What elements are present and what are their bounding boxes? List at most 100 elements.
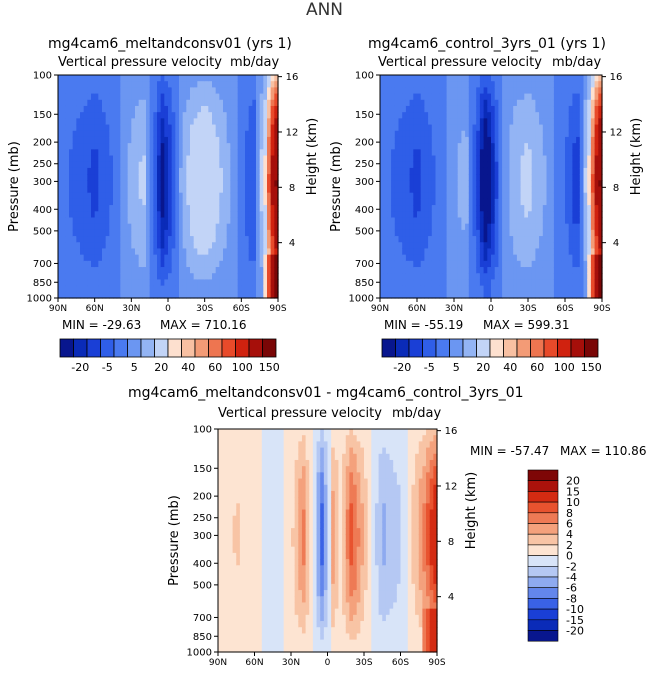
colorbar2-swatch bbox=[435, 338, 450, 358]
colorbar3-swatch bbox=[527, 598, 559, 610]
panel1-ylabel-right: Height (km) bbox=[305, 118, 320, 195]
panel3-x-tick-label: 90S bbox=[428, 658, 445, 668]
panel2-y-tick-label: 100 bbox=[355, 71, 374, 82]
page-title: ANN bbox=[305, 0, 344, 20]
colorbar3-swatch bbox=[527, 619, 559, 631]
panel2-units-label: mb/day bbox=[552, 55, 602, 70]
panel3-y-tick-label: 500 bbox=[193, 580, 212, 591]
panel2-x-tick-label: 90N bbox=[371, 304, 389, 314]
panel1-height-tick-label: 4 bbox=[289, 238, 295, 249]
colorbar1-swatch bbox=[154, 338, 169, 358]
colorbar2-swatch bbox=[489, 338, 504, 358]
colorbar2-label: -20 bbox=[393, 361, 411, 374]
panel3-y-tick-label: 300 bbox=[193, 531, 212, 542]
panel3-y-tick-label: 400 bbox=[193, 559, 212, 570]
colorbar2-swatch bbox=[530, 338, 545, 358]
colorbar2-swatch bbox=[449, 338, 464, 358]
colorbar3-swatch bbox=[527, 523, 559, 535]
panel2-height-tick-label: 8 bbox=[613, 183, 619, 194]
colorbar3-label: 10 bbox=[566, 496, 580, 509]
panel1-y-tick-label: 1000 bbox=[27, 294, 52, 305]
panel1-y-tick-label: 300 bbox=[33, 177, 52, 188]
colorbar2-label: 60 bbox=[530, 361, 544, 374]
colorbar2-label: 5 bbox=[453, 361, 460, 374]
panel2-ylabel: Pressure (mb) bbox=[329, 141, 344, 232]
panel3-y-tick-label: 200 bbox=[193, 492, 212, 503]
colorbar3-swatch bbox=[527, 544, 559, 556]
panel1-height-tick-label: 12 bbox=[286, 127, 299, 138]
colorbar2-label: 100 bbox=[554, 361, 575, 374]
colorbar3-swatch bbox=[527, 491, 559, 503]
colorbar1-label: -5 bbox=[102, 361, 113, 374]
panel3-y-tick-label: 250 bbox=[193, 513, 212, 524]
colorbar1-label: -20 bbox=[71, 361, 89, 374]
panel3-x-tick-label: 60N bbox=[245, 658, 263, 668]
colorbar1-swatch bbox=[181, 338, 196, 358]
colorbar3-swatch bbox=[527, 512, 559, 524]
colorbar1-label: 40 bbox=[181, 361, 195, 374]
panel1-ylabel: Pressure (mb) bbox=[7, 141, 22, 232]
panel1-y-tick-label: 200 bbox=[33, 138, 52, 149]
panel2-ylabel-right: Height (km) bbox=[629, 118, 644, 195]
colorbar2-swatch bbox=[516, 338, 531, 358]
colorbar1-swatch bbox=[208, 338, 223, 358]
panel1-field bbox=[58, 75, 279, 299]
panel3-x-tick-label: 30N bbox=[282, 658, 300, 668]
panel1-height-tick-label: 16 bbox=[286, 72, 299, 83]
panel1-x-tick-label: 90S bbox=[269, 304, 286, 314]
panel1-variable-label: Vertical pressure velocity bbox=[58, 55, 222, 70]
panel1-x-tick-label: 30N bbox=[122, 304, 140, 314]
colorbar1-swatch bbox=[113, 338, 128, 358]
panel1-y-tick-label: 400 bbox=[33, 205, 52, 216]
panel3-y-tick-label: 700 bbox=[193, 613, 212, 624]
colorbar1-swatch bbox=[221, 338, 236, 358]
colorbar3-label: 20 bbox=[566, 475, 580, 488]
panel2-x-tick-label: 90S bbox=[593, 304, 610, 314]
panel1-run-title: mg4cam6_meltandconsv01 (yrs 1) bbox=[48, 36, 292, 52]
colorbar3-label: 4 bbox=[566, 528, 573, 541]
colorbar1-swatch bbox=[73, 338, 88, 358]
panel3-x-tick-label: 60S bbox=[392, 658, 409, 668]
colorbar2-label: -5 bbox=[424, 361, 435, 374]
panel2-height-tick-label: 16 bbox=[610, 72, 623, 83]
panel1-y-tick-label: 850 bbox=[33, 278, 52, 289]
colorbar3-label: -4 bbox=[566, 571, 577, 584]
panel1-min-label: MIN = -29.63 bbox=[62, 318, 142, 332]
panel1-x-tick-label: 0 bbox=[165, 304, 171, 314]
colorbar2-swatch bbox=[557, 338, 572, 358]
panel3-variable-label: Vertical pressure velocity bbox=[218, 406, 382, 421]
colorbar1-label: 5 bbox=[131, 361, 138, 374]
panel2-y-tick-label: 850 bbox=[355, 278, 374, 289]
colorbar3-swatch bbox=[527, 608, 559, 621]
panel3-y-tick-label: 850 bbox=[193, 632, 212, 643]
panel3-max-label: MAX = 110.86 bbox=[560, 444, 647, 458]
panel1-y-tick-label: 700 bbox=[33, 259, 52, 270]
colorbar3-swatch bbox=[527, 555, 559, 567]
panel2-height-tick-label: 12 bbox=[610, 127, 623, 138]
panel3-x-tick-label: 0 bbox=[325, 658, 331, 668]
panel2-y-tick-label: 700 bbox=[355, 259, 374, 270]
colorbar2-label: 40 bbox=[503, 361, 517, 374]
colorbar1-swatch bbox=[167, 338, 182, 358]
colorbar1-swatch bbox=[86, 338, 101, 358]
panel2-field bbox=[380, 75, 603, 299]
panel2-y-tick-label: 400 bbox=[355, 205, 374, 216]
colorbar3-label: -10 bbox=[566, 603, 584, 616]
colorbar1-swatch bbox=[248, 338, 263, 358]
panel3-x-tick-label: 30S bbox=[355, 658, 372, 668]
colorbar1-swatch bbox=[235, 338, 250, 358]
colorbar2-swatch bbox=[503, 338, 518, 358]
panel3-y-tick-label: 150 bbox=[193, 464, 212, 475]
colorbar2-label: 20 bbox=[476, 361, 490, 374]
colorbar2-swatch bbox=[476, 338, 491, 358]
colorbar3-swatch bbox=[527, 576, 559, 588]
panel1-x-tick-label: 30S bbox=[196, 304, 213, 314]
panel3-height-tick-label: 8 bbox=[448, 537, 454, 548]
colorbar3-label: -15 bbox=[566, 614, 584, 627]
panel1-y-tick-label: 150 bbox=[33, 110, 52, 121]
panel1-height-tick-label: 8 bbox=[289, 183, 295, 194]
panel2-y-tick-label: 150 bbox=[355, 110, 374, 121]
colorbar3-swatch bbox=[527, 533, 559, 546]
colorbar2-swatch bbox=[422, 338, 437, 358]
